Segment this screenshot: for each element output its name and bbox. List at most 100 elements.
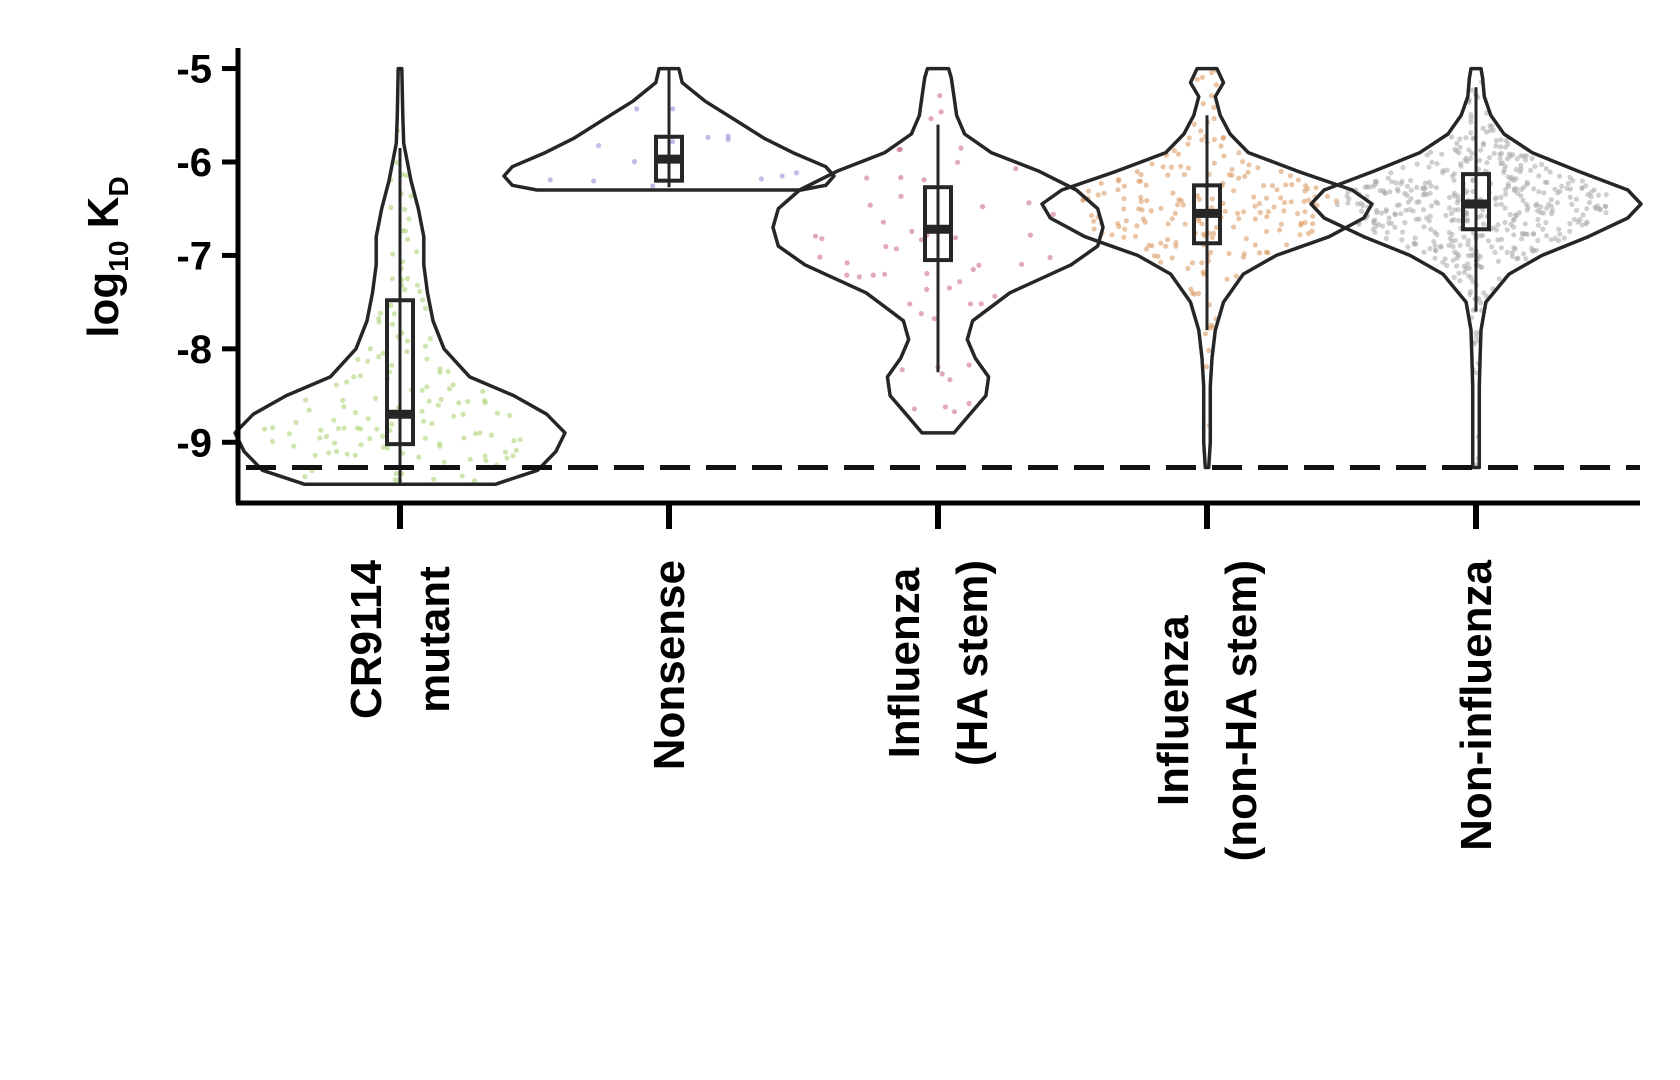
- data-point: [1392, 211, 1398, 217]
- data-point: [1468, 115, 1474, 121]
- data-point: [1389, 220, 1395, 226]
- data-point: [1502, 205, 1508, 211]
- data-point: [1243, 236, 1249, 242]
- data-point: [955, 159, 961, 165]
- data-point: [1493, 143, 1499, 149]
- data-point: [1408, 187, 1414, 193]
- data-point: [1398, 181, 1404, 187]
- data-point: [1457, 242, 1463, 248]
- data-point: [1194, 76, 1200, 82]
- data-point: [355, 356, 361, 363]
- data-point: [909, 228, 915, 234]
- data-point: [1185, 265, 1191, 271]
- y-axis-label: log10 KD: [79, 176, 134, 337]
- data-point: [1170, 190, 1176, 196]
- data-point: [911, 406, 918, 412]
- data-point: [1398, 211, 1404, 217]
- data-point: [1422, 185, 1428, 191]
- data-point: [1211, 115, 1217, 122]
- data-point: [1584, 206, 1590, 212]
- data-point: [1497, 156, 1503, 162]
- box: [923, 185, 953, 263]
- data-point: [1538, 204, 1544, 210]
- data-point: [1278, 195, 1284, 201]
- violins: [233, 66, 1643, 487]
- data-point: [1480, 232, 1486, 239]
- data-point: [358, 442, 364, 448]
- boxplots: [385, 68, 1491, 485]
- data-point: [1567, 194, 1573, 200]
- data-point: [450, 382, 456, 388]
- data-point: [1277, 227, 1283, 233]
- data-point: [1095, 192, 1101, 198]
- data-point: [1481, 221, 1487, 227]
- data-point: [1465, 217, 1471, 223]
- data-point: [1434, 161, 1440, 167]
- data-point: [1392, 224, 1398, 230]
- data-point: [1229, 166, 1235, 172]
- data-point: [1514, 156, 1520, 162]
- data-point: [967, 301, 974, 307]
- data-point: [1507, 211, 1513, 218]
- category-label: Nonsense: [645, 560, 694, 770]
- data-point: [1379, 223, 1386, 229]
- data-point: [1181, 172, 1187, 178]
- data-point: [504, 455, 510, 461]
- data-point: [1532, 163, 1538, 169]
- y-tick-label: -9: [176, 421, 212, 465]
- data-point: [1284, 242, 1290, 248]
- data-point: [1533, 247, 1540, 253]
- data-point: [1245, 169, 1251, 175]
- data-point: [1463, 135, 1469, 141]
- data-point: [1454, 200, 1460, 206]
- data-point: [1026, 200, 1032, 206]
- data-point: [1428, 226, 1434, 232]
- data-point: [1480, 140, 1487, 146]
- data-point: [1518, 193, 1524, 199]
- data-point: [1483, 129, 1490, 135]
- data-point: [1256, 201, 1262, 207]
- data-point: [431, 476, 437, 482]
- data-point: [1579, 185, 1585, 191]
- category-label: Influenza (HA stem): [880, 560, 997, 766]
- data-point: [389, 276, 395, 282]
- data-point: [1211, 137, 1217, 143]
- data-point: [1382, 190, 1388, 196]
- data-point: [1492, 249, 1498, 255]
- data-point: [1281, 208, 1287, 214]
- data-point: [1473, 334, 1479, 340]
- data-point: [1440, 168, 1446, 174]
- data-point: [1495, 258, 1501, 264]
- data-point: [1211, 104, 1217, 111]
- data-point: [380, 433, 386, 439]
- data-point: [1137, 178, 1144, 184]
- data-point: [1462, 157, 1468, 163]
- data-point: [1461, 263, 1467, 269]
- data-point: [1091, 226, 1097, 232]
- data-point: [1426, 164, 1432, 170]
- data-point: [1447, 194, 1453, 200]
- data-point: [1603, 209, 1609, 216]
- data-point: [1185, 165, 1191, 171]
- data-point: [1602, 203, 1608, 209]
- data-point: [1504, 227, 1510, 233]
- data-point: [1172, 210, 1178, 216]
- data-point: [1195, 290, 1202, 297]
- data-point: [333, 382, 339, 388]
- data-point: [918, 237, 925, 243]
- data-point: [392, 477, 398, 483]
- data-point: [511, 438, 517, 444]
- violin-outline: [233, 66, 567, 487]
- data-point: [344, 451, 350, 457]
- data-point: [1458, 163, 1464, 169]
- data-point: [1457, 136, 1463, 142]
- data-point: [1583, 183, 1589, 189]
- data-point: [1569, 201, 1575, 207]
- y-axis-label-sub1: 10: [103, 241, 134, 272]
- data-point: [1372, 217, 1378, 223]
- data-point: [286, 431, 292, 437]
- data-point: [1246, 162, 1252, 168]
- data-point: [1438, 244, 1444, 250]
- data-point: [1255, 165, 1261, 171]
- data-point: [1372, 178, 1378, 185]
